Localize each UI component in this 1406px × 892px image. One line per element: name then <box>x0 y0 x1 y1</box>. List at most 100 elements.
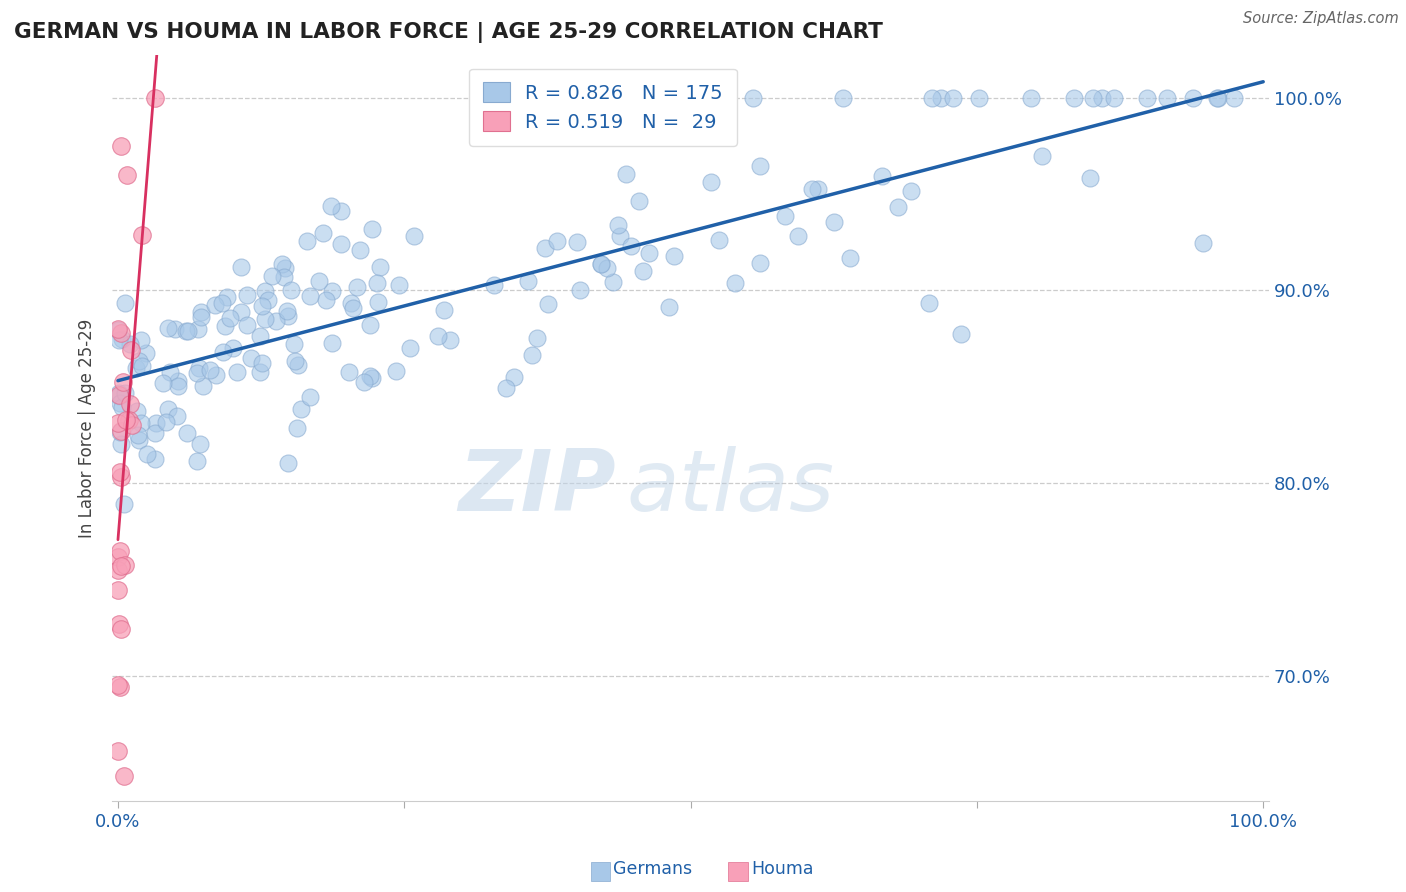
Point <box>145 417 167 431</box>
Point <box>136 447 159 461</box>
Point <box>252 356 274 370</box>
Point <box>823 215 845 229</box>
Text: GERMAN VS HOUMA IN LABOR FORCE | AGE 25-29 CORRELATION CHART: GERMAN VS HOUMA IN LABOR FORCE | AGE 25-… <box>14 22 883 44</box>
Point <box>277 456 299 470</box>
Point <box>131 359 153 374</box>
Point <box>1191 235 1213 250</box>
Point <box>546 234 568 248</box>
Point <box>108 396 131 410</box>
Point <box>385 364 408 378</box>
Point <box>277 310 299 324</box>
Point <box>186 454 208 468</box>
Point <box>342 301 364 315</box>
Point <box>187 361 209 376</box>
Point <box>212 344 235 359</box>
Point <box>112 375 135 389</box>
Point <box>1031 149 1053 163</box>
Point <box>125 361 148 376</box>
Point <box>482 277 505 292</box>
Point <box>274 260 297 275</box>
Point <box>742 90 765 104</box>
Point <box>273 270 295 285</box>
Point <box>887 200 910 214</box>
Point <box>918 295 941 310</box>
Point <box>270 257 292 271</box>
Point <box>399 341 422 355</box>
Point <box>749 159 772 173</box>
Point <box>177 324 200 338</box>
Point <box>165 321 187 335</box>
Text: Germans: Germans <box>613 860 692 878</box>
Point <box>211 296 233 310</box>
Point <box>614 167 637 181</box>
Point <box>229 305 252 319</box>
Point <box>156 401 179 416</box>
Point <box>283 337 305 351</box>
Point <box>503 370 526 384</box>
Point <box>254 312 277 326</box>
Point <box>221 341 243 355</box>
Point <box>290 401 312 416</box>
Point <box>131 227 153 242</box>
Point <box>1205 90 1227 104</box>
Point <box>349 243 371 257</box>
Point <box>249 365 271 379</box>
Point <box>115 168 138 182</box>
Point <box>128 433 150 447</box>
Point <box>107 416 129 430</box>
Point <box>366 276 388 290</box>
Point <box>567 235 589 249</box>
Point <box>353 375 375 389</box>
Point <box>329 204 352 219</box>
Point <box>110 470 132 484</box>
Point <box>112 497 135 511</box>
Point <box>226 365 249 379</box>
Point <box>174 324 197 338</box>
Point <box>190 310 212 324</box>
Point <box>367 295 389 310</box>
Point <box>159 366 181 380</box>
Point <box>921 90 943 104</box>
Point <box>217 290 239 304</box>
Point <box>231 260 253 274</box>
Point <box>950 327 973 342</box>
Point <box>108 543 131 558</box>
Point <box>107 323 129 337</box>
Point <box>1156 90 1178 104</box>
Point <box>219 310 242 325</box>
Point <box>108 389 131 403</box>
Point <box>262 268 284 283</box>
Point <box>108 617 131 632</box>
Point <box>108 387 131 401</box>
Point <box>683 90 706 104</box>
Text: Source: ZipAtlas.com: Source: ZipAtlas.com <box>1243 11 1399 26</box>
Point <box>135 346 157 360</box>
Point <box>339 296 361 310</box>
Point <box>107 550 129 565</box>
Point <box>155 415 177 429</box>
Point <box>439 333 461 347</box>
Point <box>120 337 142 351</box>
Point <box>638 246 661 260</box>
Point <box>193 379 215 393</box>
Point <box>299 288 322 302</box>
Point <box>495 380 517 394</box>
Point <box>204 298 226 312</box>
Point <box>108 425 131 440</box>
Point <box>110 558 132 573</box>
Point <box>107 386 129 401</box>
Point <box>724 276 747 290</box>
Point <box>152 376 174 391</box>
Point <box>143 451 166 466</box>
Legend: R = 0.826   N = 175, R = 0.519   N =  29: R = 0.826 N = 175, R = 0.519 N = 29 <box>470 69 737 145</box>
Point <box>534 241 557 255</box>
Point <box>526 331 548 345</box>
Text: atlas: atlas <box>627 446 835 529</box>
Point <box>662 248 685 262</box>
Point <box>631 264 654 278</box>
Point <box>107 744 129 758</box>
Point <box>1083 90 1105 104</box>
Point <box>1182 90 1205 104</box>
Point <box>537 297 560 311</box>
Point <box>596 260 619 275</box>
